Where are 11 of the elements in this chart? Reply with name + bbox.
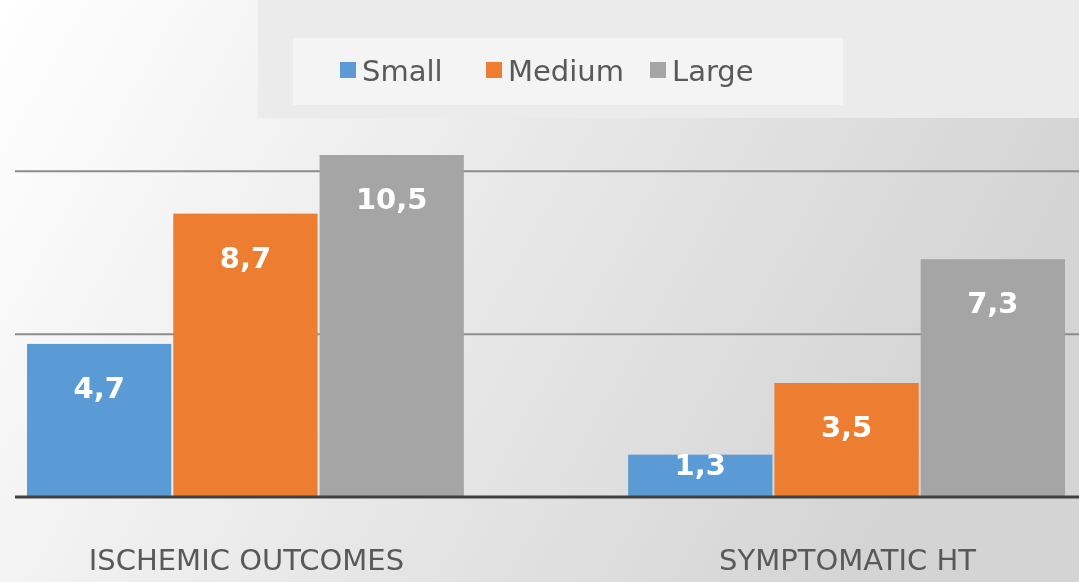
data-label: 7,3 bbox=[967, 286, 1019, 321]
data-label: 4,7 bbox=[73, 370, 125, 405]
legend-label: Small bbox=[362, 54, 443, 88]
legend-label: Large bbox=[672, 54, 754, 88]
data-label: 10,5 bbox=[355, 182, 428, 216]
data-label: 3,5 bbox=[820, 410, 873, 444]
legend-label: Medium bbox=[508, 54, 624, 88]
x-tick-label: SYMPTOMATIC HT bbox=[719, 543, 977, 577]
data-label: 8,7 bbox=[219, 240, 272, 275]
x-tick-label: ISCHEMIC OUTCOMES bbox=[88, 543, 405, 577]
data-label: 1,3 bbox=[674, 448, 726, 482]
